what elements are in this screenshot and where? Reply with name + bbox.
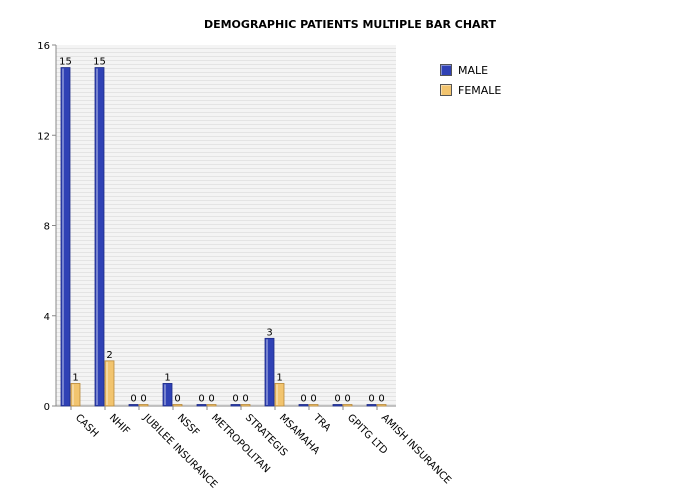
x-tick-label: AMISH INSURANCE <box>379 412 453 486</box>
bar-female <box>308 404 319 407</box>
y-tick-label: 8 <box>44 222 50 233</box>
bar-female <box>240 404 251 407</box>
bar-male <box>264 337 275 407</box>
x-tick-label: METROPOLITAN <box>209 412 272 475</box>
bar-highlight <box>96 68 98 405</box>
bar-value-label: 0 <box>140 394 146 405</box>
chart-title: DEMOGRAPHIC PATIENTS MULTIPLE BAR CHART <box>204 18 497 31</box>
legend-item-male: MALE <box>440 60 501 80</box>
y-tick-label: 16 <box>37 41 50 52</box>
legend-item-female: FEMALE <box>440 80 501 100</box>
bar-highlight <box>276 384 278 405</box>
bar-male <box>128 404 139 407</box>
x-tick-label: TRA <box>310 412 332 434</box>
bar-value-label: 0 <box>130 394 136 405</box>
bar-value-label: 0 <box>310 394 316 405</box>
bar-male <box>162 383 173 407</box>
bar-female <box>376 404 387 407</box>
bar-male <box>332 404 343 407</box>
bar-male <box>60 67 71 407</box>
bar-male <box>196 404 207 407</box>
bar-male <box>94 67 105 407</box>
bar-value-label: 0 <box>334 394 340 405</box>
bar-value-label: 0 <box>232 394 238 405</box>
bar-female <box>274 383 285 407</box>
y-tick-label: 12 <box>37 131 50 142</box>
legend-swatch-male <box>440 64 452 76</box>
bar-highlight <box>62 68 64 405</box>
legend-label-male: MALE <box>458 63 489 77</box>
y-tick-label: 4 <box>44 312 50 323</box>
x-tick-label: CASH <box>73 412 100 439</box>
bar-value-label: 2 <box>106 350 112 361</box>
bar-female <box>138 404 149 407</box>
bar-value-label: 0 <box>242 394 248 405</box>
bar-female <box>104 360 115 407</box>
bar-value-label: 0 <box>174 394 180 405</box>
bar-value-label: 0 <box>198 394 204 405</box>
bar-value-label: 1 <box>164 372 170 383</box>
bar-value-label: 0 <box>208 394 214 405</box>
bar-value-label: 0 <box>344 394 350 405</box>
bar-highlight <box>266 339 268 405</box>
bar-female <box>172 404 183 407</box>
bar-female <box>70 383 81 407</box>
bar-value-label: 15 <box>93 57 106 68</box>
bar-value-label: 15 <box>59 57 72 68</box>
x-tick-label: NSSF <box>175 412 201 438</box>
bar-value-label: 1 <box>72 372 78 383</box>
y-tick-label: 0 <box>44 402 50 413</box>
bar-female <box>342 404 353 407</box>
bar-value-label: 0 <box>378 394 384 405</box>
bar-male <box>230 404 241 407</box>
bar-highlight <box>72 384 74 405</box>
legend-swatch-female <box>440 84 452 96</box>
bar-male <box>298 404 309 407</box>
x-tick-label: NHIF <box>107 412 132 437</box>
bar-highlight <box>106 361 108 405</box>
legend-label-female: FEMALE <box>458 83 502 97</box>
bar-value-label: 1 <box>276 372 282 383</box>
bar-value-label: 0 <box>300 394 306 405</box>
bar-female <box>206 404 217 407</box>
bar-highlight <box>164 384 166 405</box>
chart-legend: MALE FEMALE <box>440 60 501 100</box>
bar-male <box>366 404 377 407</box>
plot-background <box>56 45 396 406</box>
bar-value-label: 0 <box>368 394 374 405</box>
bar-value-label: 3 <box>266 327 272 338</box>
